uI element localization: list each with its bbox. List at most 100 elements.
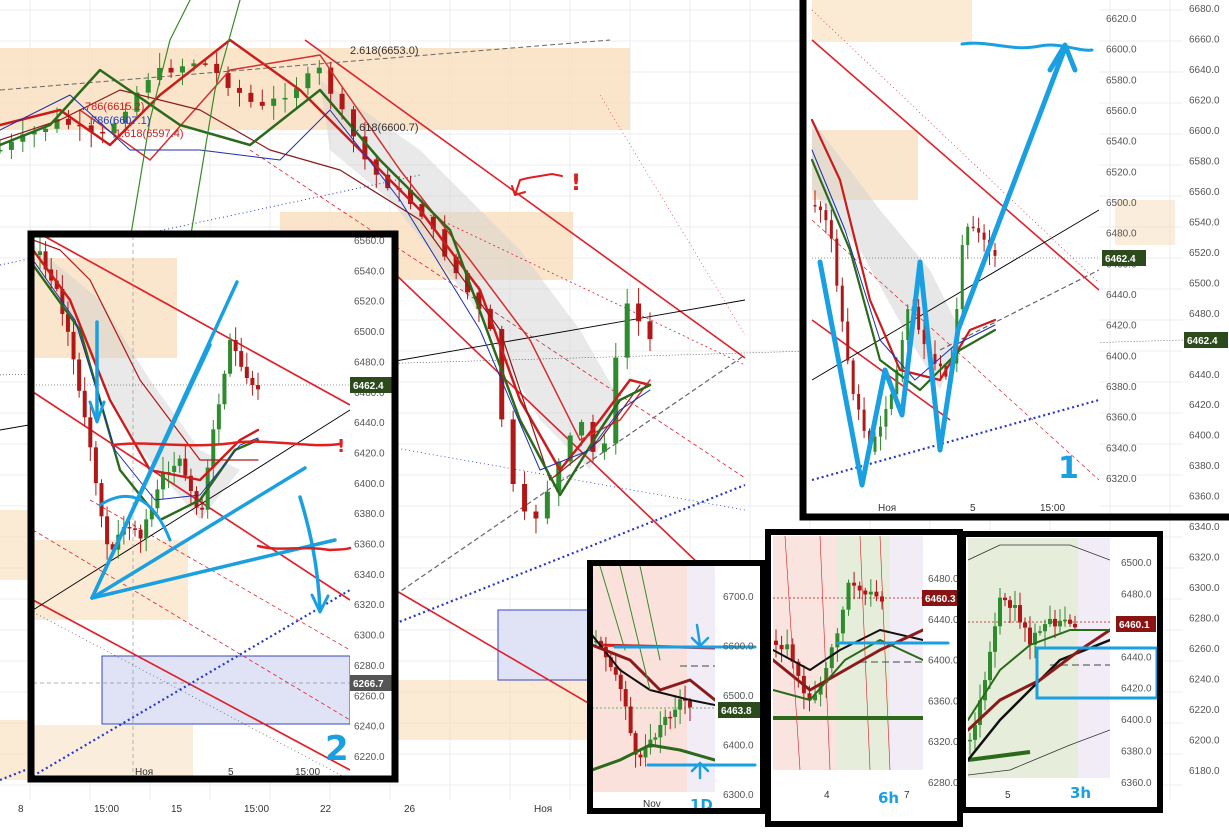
p1-candle-body	[851, 360, 855, 394]
hand-exclamation: !	[571, 171, 581, 196]
p3h-price-tag-bg	[1116, 616, 1156, 632]
main-candle-body	[8, 141, 14, 150]
p6h-x-tick: 7	[904, 790, 910, 801]
p2-y-tick: 6460.0	[354, 388, 385, 399]
main-candle-body	[636, 303, 642, 322]
p1d-candle-body	[683, 699, 688, 701]
p1-zone-top	[812, 0, 972, 42]
p2-candle-body	[256, 385, 260, 390]
p1-hand-path	[817, 45, 1068, 488]
main-moving-averages	[0, 0, 652, 497]
p1-candle-body	[862, 409, 866, 431]
p1-candle-body	[938, 363, 942, 367]
p3h-label: 3h	[1070, 784, 1091, 802]
main-candle-body	[20, 134, 26, 142]
main-y-tick: 6380.0	[1189, 461, 1220, 472]
main-y-tick: 6240.0	[1189, 675, 1220, 686]
p1-candle-body	[895, 369, 899, 395]
p3h-candle-body	[1068, 619, 1072, 624]
p2-candle-body	[233, 339, 238, 352]
main-candle-body	[647, 321, 653, 340]
p1d-hand-arrow-bottom	[690, 761, 710, 780]
main-y-tick: 6220.0	[1189, 705, 1220, 716]
p2-y-tick: 6300.0	[354, 631, 385, 642]
p2-y-tick: 6420.0	[354, 448, 385, 459]
p2-exclamation: !	[337, 436, 345, 457]
zone-right	[1115, 200, 1175, 245]
main-x-tick: 8	[18, 804, 24, 815]
p6h-candle-body	[796, 661, 801, 676]
p1-candle-body	[835, 238, 839, 286]
p1-candle-body	[982, 232, 986, 240]
p1-y-tick: 6540.0	[1106, 137, 1137, 148]
panel-3h-frame	[960, 531, 1163, 813]
main-x-tick: 15:00	[244, 804, 269, 815]
p2-y-tick: 6240.0	[354, 722, 385, 733]
p1-y-tick: 6480.0	[1106, 229, 1137, 240]
p1-candle-body	[993, 250, 997, 256]
main-candle-body	[579, 421, 585, 436]
panel-1d-frame	[587, 560, 766, 814]
p1d-candle-body	[653, 737, 658, 740]
p1d-candle-body	[618, 674, 623, 690]
p1-y-tick: 6440.0	[1106, 290, 1137, 301]
main-candle-body	[145, 80, 151, 93]
zone-left-bottom	[0, 720, 30, 780]
p6h-lines	[784, 536, 891, 770]
p2-dashed-2	[33, 529, 350, 721]
p1d-y-tick: 6500.0	[723, 691, 754, 702]
main-candle-body	[408, 189, 414, 205]
p1-candle-body	[857, 393, 861, 410]
main-candle-body	[510, 419, 516, 484]
main-candle-body	[556, 461, 562, 492]
p2-candle-body	[105, 516, 110, 545]
hand-arrow-head	[511, 185, 526, 196]
p1-y-tick: 6560.0	[1106, 106, 1137, 117]
main-y-tick: 6440.0	[1189, 370, 1220, 381]
fib-label: .786(6615.2)	[82, 101, 144, 113]
p6h-candle-body	[863, 590, 868, 595]
main-candle-body	[590, 421, 596, 452]
p2-candle-body	[127, 527, 132, 529]
p2-x-tick: 5	[228, 767, 234, 778]
p2-y-tick: 6560.0	[354, 236, 385, 247]
p6h-price-tag-bg	[922, 590, 964, 606]
channel-upper	[304, 39, 746, 359]
p2-candle-body	[88, 417, 93, 448]
p2-y-tick: 6480.0	[354, 357, 385, 368]
p2-channel-lower	[33, 599, 350, 771]
p6h-ma-green	[773, 639, 923, 701]
p1-candle-body	[917, 306, 921, 330]
p1-candle-body	[829, 220, 833, 239]
p2-red-scribble-1	[110, 440, 342, 447]
main-candle-body	[134, 92, 140, 112]
main-candle-body	[271, 98, 277, 106]
p2-candle-body	[138, 529, 143, 539]
main-price-tag-bg	[1184, 332, 1228, 348]
p1-candle-body	[818, 206, 822, 211]
main-candle-body	[111, 123, 117, 134]
p6h-label: 6h	[878, 789, 899, 807]
p1-price-tag-bg	[1102, 250, 1146, 266]
p3h-y-tick: 6360.0	[1121, 778, 1152, 789]
main-annotations: !	[511, 171, 581, 196]
p6h-red-zone	[773, 536, 838, 770]
ma-blue	[0, 94, 651, 471]
p2-candle-body	[54, 280, 59, 289]
main-candle-body	[351, 109, 357, 137]
p2-dashed	[89, 499, 350, 651]
main-y-tick: 6420.0	[1189, 400, 1220, 411]
p3h-price-tag: 6460.1	[1119, 620, 1150, 631]
ma-green	[0, 68, 652, 497]
p6h-y-tick: 6280.0	[928, 778, 959, 789]
main-candle-body	[248, 92, 254, 102]
p3h-candle-body	[1063, 619, 1067, 622]
channel-dashed-1	[249, 149, 746, 479]
p3h-candle-body	[998, 597, 1002, 627]
main-candle-body	[282, 97, 288, 100]
main-candle-body	[522, 483, 528, 512]
panel-1-frame	[799, 0, 1229, 521]
p2-candle-body	[211, 429, 216, 468]
p3h-candle-body	[973, 724, 977, 740]
main-candle-body	[293, 88, 299, 98]
